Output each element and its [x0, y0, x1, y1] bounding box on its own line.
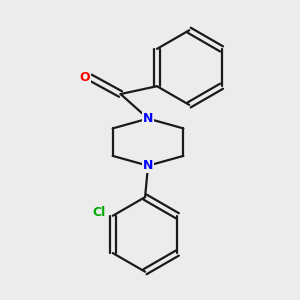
Text: Cl: Cl — [92, 206, 106, 219]
Text: N: N — [143, 112, 153, 125]
Text: O: O — [79, 71, 90, 84]
Text: N: N — [143, 159, 153, 172]
